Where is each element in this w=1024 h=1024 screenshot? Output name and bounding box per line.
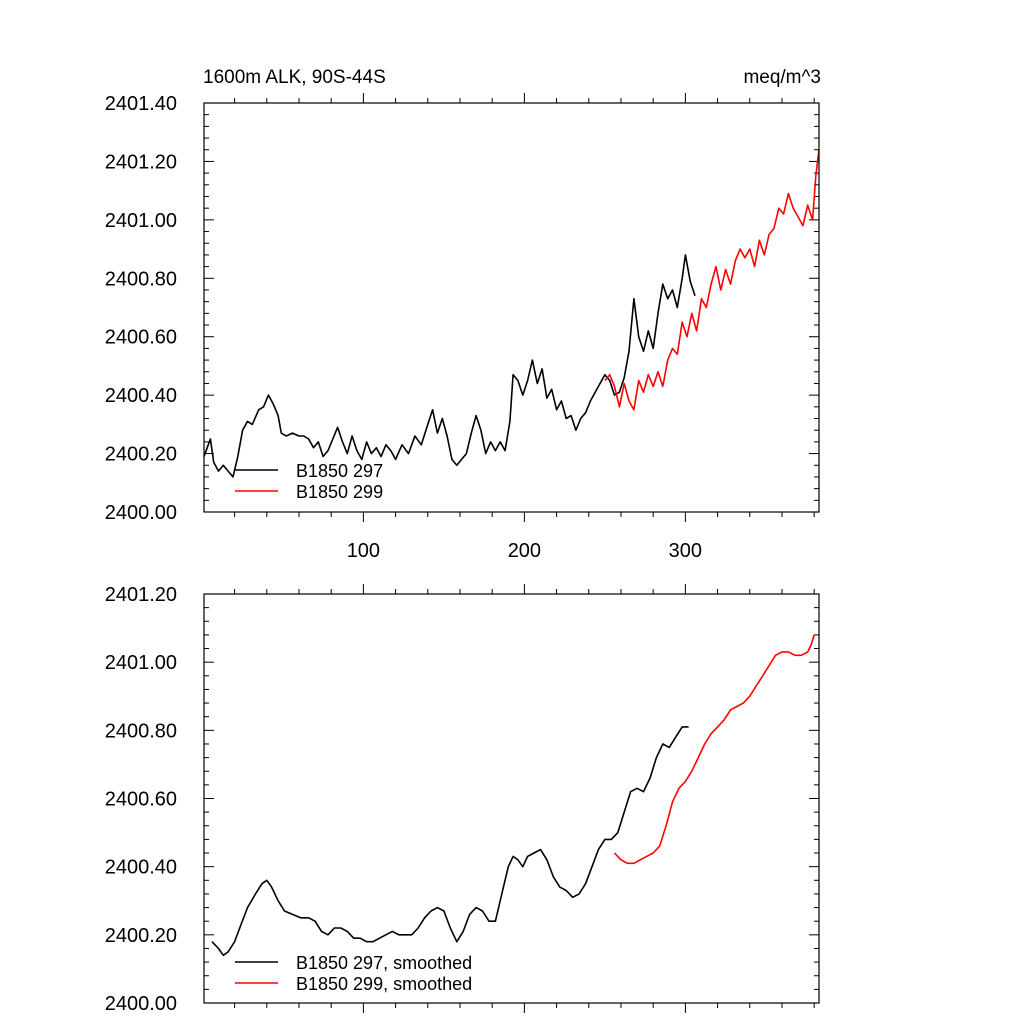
y-tick-label: 2401.20 (105, 584, 177, 606)
y-tick-label: 2401.00 (105, 652, 177, 674)
legend-label-b1850-297-smoothed: B1850 297, smoothed (296, 953, 472, 973)
series-line-b1850-299 (604, 149, 820, 411)
y-tick-label: 2400.60 (105, 789, 177, 811)
y-tick-label: 2400.20 (105, 925, 177, 947)
y-tick-label: 2400.60 (105, 327, 177, 349)
x-tick-label: 200 (508, 540, 541, 562)
y-tick-label: 2401.40 (105, 93, 177, 115)
top-chart-frame (203, 102, 820, 513)
top-chart-panel: 1600m ALK, 90S-44S meq/m^3 2400.00 2400.2… (105, 67, 821, 562)
top-chart-ticks: 2400.00 2400.20 2400.40 2400.60 2400.80 2401.… (105, 93, 819, 562)
bottom-chart-legend: B1850 297, smoothed B1850 299, smoothed (235, 953, 472, 994)
bottom-chart-series (211, 634, 815, 957)
y-tick-label: 2400.40 (105, 857, 177, 879)
top-chart-series (203, 149, 820, 478)
y-tick-label: 2400.80 (105, 268, 177, 290)
top-chart-legend: B1850 297 B1850 299 (235, 461, 383, 502)
x-tick-label: 100 (347, 540, 380, 562)
y-tick-label: 2400.00 (105, 993, 177, 1015)
bottom-chart-ticks: 2400.00 2400.20 2400.40 2400.60 2400.80 2401.… (105, 584, 819, 1015)
legend-label-b1850-299: B1850 299 (296, 482, 383, 502)
y-tick-label: 2401.00 (105, 210, 177, 232)
series-line-b1850-299-smoothed (613, 634, 815, 865)
y-tick-label: 2400.00 (105, 502, 177, 524)
bottom-chart-frame (203, 593, 820, 1004)
y-tick-label: 2400.80 (105, 720, 177, 742)
legend-label-b1850-297: B1850 297 (296, 461, 383, 481)
series-line-b1850-297-smoothed (211, 726, 689, 957)
y-tick-label: 2400.20 (105, 444, 177, 466)
bottom-chart-panel: 2400.00 2400.20 2400.40 2400.60 2400.80 2401.… (105, 584, 820, 1015)
legend-label-b1850-299-smoothed: B1850 299, smoothed (296, 974, 472, 994)
series-line-b1850-297 (203, 254, 696, 478)
y-tick-label: 2400.40 (105, 385, 177, 407)
x-tick-label: 300 (669, 540, 702, 562)
y-tick-label: 2401.20 (105, 151, 177, 173)
top-chart-units: meq/m^3 (743, 67, 821, 88)
top-chart-title: 1600m ALK, 90S-44S (203, 67, 386, 88)
